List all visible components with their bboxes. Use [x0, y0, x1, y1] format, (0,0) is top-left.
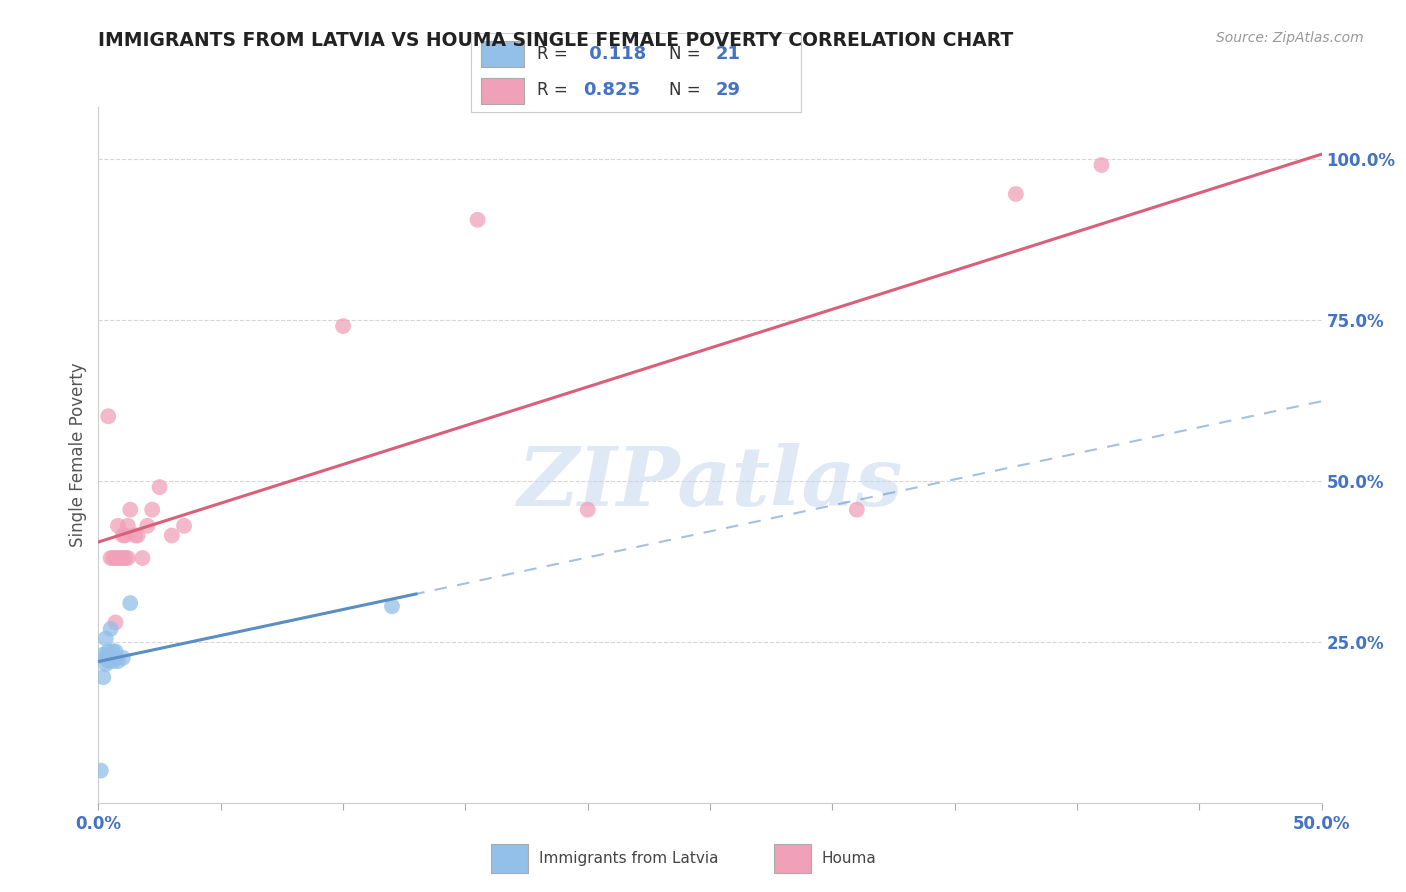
- Point: [136, 518, 159, 533]
- Point: [94, 657, 117, 672]
- Y-axis label: Single Female Poverty: Single Female Poverty: [69, 363, 87, 547]
- Point: [111, 651, 134, 665]
- Point: [104, 644, 127, 658]
- Point: [104, 651, 127, 665]
- Point: [100, 651, 122, 665]
- Text: 0.118: 0.118: [583, 45, 647, 63]
- Point: [101, 551, 124, 566]
- Text: ZIPatlas: ZIPatlas: [517, 442, 903, 523]
- Point: [100, 551, 122, 566]
- Point: [101, 644, 124, 658]
- Point: [100, 622, 122, 636]
- FancyBboxPatch shape: [773, 844, 811, 873]
- Text: 29: 29: [716, 81, 741, 99]
- Text: 21: 21: [716, 45, 741, 63]
- Text: R =: R =: [537, 81, 574, 99]
- Point: [100, 648, 122, 662]
- Point: [124, 528, 146, 542]
- Point: [117, 551, 139, 566]
- Point: [97, 648, 120, 662]
- Point: [1090, 158, 1112, 172]
- Point: [160, 528, 183, 542]
- Point: [107, 654, 129, 668]
- Point: [90, 764, 112, 778]
- Point: [97, 644, 120, 658]
- Point: [149, 480, 172, 494]
- Point: [104, 551, 127, 566]
- Point: [91, 648, 114, 662]
- Point: [845, 502, 868, 516]
- Point: [120, 596, 142, 610]
- Point: [120, 502, 142, 516]
- Point: [127, 528, 149, 542]
- Point: [110, 551, 132, 566]
- Point: [117, 518, 139, 533]
- Point: [94, 651, 117, 665]
- Point: [332, 319, 354, 334]
- Point: [101, 654, 124, 668]
- Point: [100, 648, 122, 662]
- Text: N =: N =: [669, 45, 706, 63]
- Point: [107, 518, 129, 533]
- Point: [104, 615, 127, 630]
- Point: [97, 409, 120, 424]
- FancyBboxPatch shape: [481, 41, 524, 67]
- Point: [173, 518, 195, 533]
- Text: N =: N =: [669, 81, 706, 99]
- Point: [131, 551, 153, 566]
- Point: [97, 654, 120, 668]
- Point: [91, 670, 114, 684]
- Point: [576, 502, 599, 516]
- Point: [111, 551, 134, 566]
- Text: Houma: Houma: [823, 851, 877, 866]
- Point: [114, 528, 136, 542]
- Text: R =: R =: [537, 45, 574, 63]
- Point: [111, 528, 134, 542]
- Point: [141, 502, 163, 516]
- Text: IMMIGRANTS FROM LATVIA VS HOUMA SINGLE FEMALE POVERTY CORRELATION CHART: IMMIGRANTS FROM LATVIA VS HOUMA SINGLE F…: [98, 31, 1014, 50]
- Point: [1004, 187, 1026, 202]
- Text: Source: ZipAtlas.com: Source: ZipAtlas.com: [1216, 31, 1364, 45]
- FancyBboxPatch shape: [481, 78, 524, 103]
- Point: [107, 551, 129, 566]
- Text: Immigrants from Latvia: Immigrants from Latvia: [538, 851, 718, 866]
- Point: [94, 632, 117, 646]
- FancyBboxPatch shape: [491, 844, 529, 873]
- Point: [381, 599, 404, 614]
- Point: [467, 212, 489, 227]
- Text: 0.825: 0.825: [583, 81, 640, 99]
- Point: [114, 551, 136, 566]
